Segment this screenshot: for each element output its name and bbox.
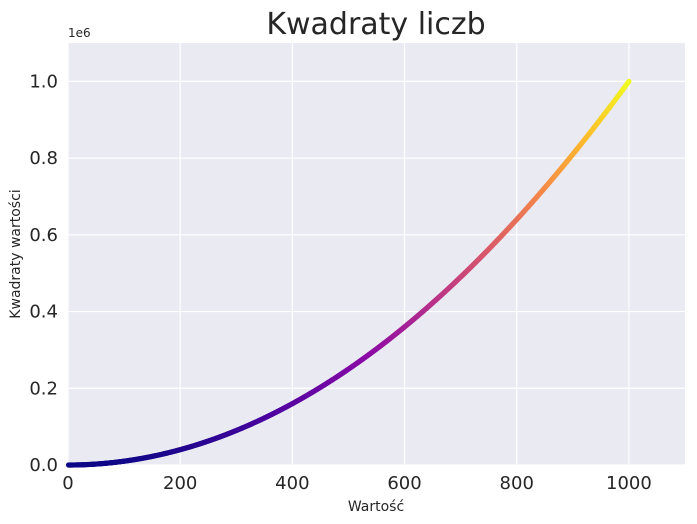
grid-lines <box>67 43 685 466</box>
y-tick-label: 0.2 <box>29 378 58 399</box>
y-tick-label: 0.8 <box>29 148 58 169</box>
x-tick-label: 400 <box>275 473 309 494</box>
data-points <box>65 78 632 468</box>
x-axis-label: Wartość <box>348 499 404 515</box>
x-tick-label: 200 <box>163 473 197 494</box>
x-tick-label: 600 <box>387 473 421 494</box>
y-tick-labels: 0.0 0.2 0.4 0.6 0.8 1.0 <box>29 71 58 476</box>
data-point <box>626 78 632 84</box>
x-tick-label: 800 <box>500 473 534 494</box>
x-tick-label: 0 <box>62 473 73 494</box>
y-tick-label: 1.0 <box>29 71 58 92</box>
y-axis-label: Kwadraty wartości <box>8 189 24 318</box>
y-tick-label: 0.6 <box>29 225 58 246</box>
y-tick-label: 0.4 <box>29 302 58 323</box>
plot-area <box>68 43 685 465</box>
x-tick-labels: 0 200 400 600 800 1000 <box>62 473 652 494</box>
y-tick-label: 0.0 <box>29 455 58 476</box>
x-tick-label: 1000 <box>606 473 652 494</box>
chart-title: Kwadraty liczb <box>266 7 485 42</box>
y-offset-label: 1e6 <box>68 26 91 40</box>
